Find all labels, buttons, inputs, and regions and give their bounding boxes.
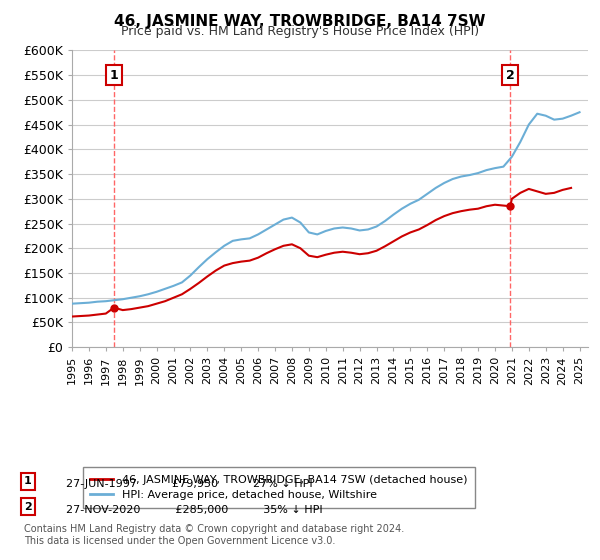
Text: Contains HM Land Registry data © Crown copyright and database right 2024.
This d: Contains HM Land Registry data © Crown c… xyxy=(24,524,404,546)
Legend: 46, JASMINE WAY, TROWBRIDGE, BA14 7SW (detached house), HPI: Average price, deta: 46, JASMINE WAY, TROWBRIDGE, BA14 7SW (d… xyxy=(83,466,475,508)
Text: Price paid vs. HM Land Registry's House Price Index (HPI): Price paid vs. HM Land Registry's House … xyxy=(121,25,479,38)
Text: 27-NOV-2020          £285,000          35% ↓ HPI: 27-NOV-2020 £285,000 35% ↓ HPI xyxy=(66,505,323,515)
Text: 2: 2 xyxy=(24,502,32,512)
Text: 46, JASMINE WAY, TROWBRIDGE, BA14 7SW: 46, JASMINE WAY, TROWBRIDGE, BA14 7SW xyxy=(114,14,486,29)
Text: 1: 1 xyxy=(24,477,32,487)
Text: 27-JUN-1997          £79,950          27% ↓ HPI: 27-JUN-1997 £79,950 27% ↓ HPI xyxy=(66,479,313,489)
Text: 1: 1 xyxy=(110,69,118,82)
Text: 2: 2 xyxy=(506,69,515,82)
